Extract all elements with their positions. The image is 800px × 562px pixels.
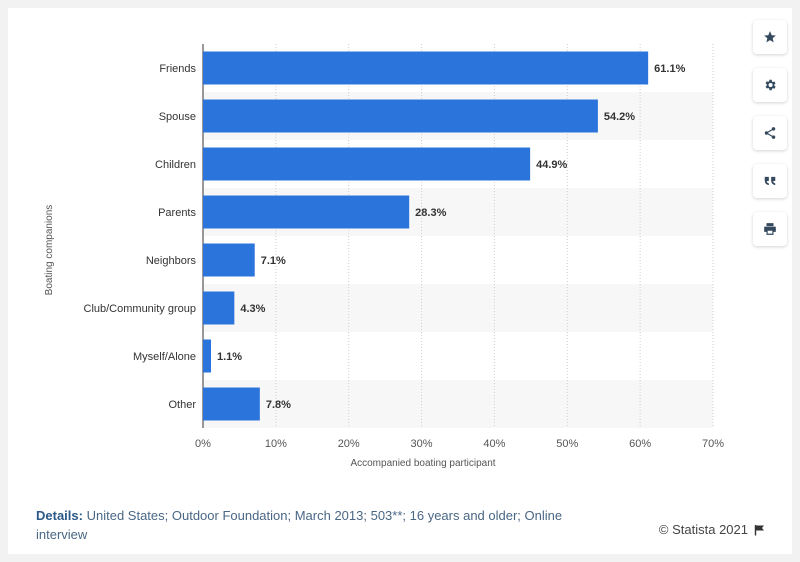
share-icon <box>764 127 776 139</box>
row-band <box>203 380 713 428</box>
category-label: Other <box>168 399 196 411</box>
data-label: 1.1% <box>217 351 242 363</box>
quote-icon <box>764 176 776 186</box>
bar <box>203 147 531 181</box>
data-label: 54.2% <box>604 111 635 123</box>
star-icon <box>764 31 776 43</box>
bar <box>203 243 255 277</box>
copyright-text: © Statista 2021 <box>658 522 748 537</box>
bar <box>203 339 212 373</box>
details-text: Details: United States; Outdoor Foundati… <box>36 506 576 544</box>
details-label: Details: <box>36 508 83 523</box>
bar <box>203 195 410 229</box>
bar <box>203 291 235 325</box>
flag-icon <box>754 524 764 535</box>
category-label: Spouse <box>159 111 196 123</box>
category-label: Myself/Alone <box>133 351 196 363</box>
bar <box>203 99 598 133</box>
x-tick-label: 50% <box>556 438 578 450</box>
data-label: 44.9% <box>536 159 567 171</box>
print-button[interactable] <box>753 212 787 246</box>
x-axis-title: Accompanied boating participant <box>350 458 495 469</box>
y-axis-title: Boating companions <box>44 205 55 296</box>
category-label: Neighbors <box>146 255 197 267</box>
x-tick-label: 0% <box>195 438 211 450</box>
settings-button[interactable] <box>753 68 787 102</box>
details-body: United States; Outdoor Foundation; March… <box>36 508 563 542</box>
print-icon <box>764 223 776 235</box>
x-tick-label: 30% <box>411 438 433 450</box>
data-label: 7.8% <box>266 399 291 411</box>
x-tick-label: 60% <box>629 438 651 450</box>
row-band <box>203 284 713 332</box>
chart-card: 0% 10% 20% 30% 40% 50% 60% 70% Friends 61.1% Spous… <box>8 8 792 554</box>
cite-button[interactable] <box>753 164 787 198</box>
share-button[interactable] <box>753 116 787 150</box>
x-tick-label: 10% <box>265 438 287 450</box>
data-label: 7.1% <box>261 255 286 267</box>
bar-chart: 0% 10% 20% 30% 40% 50% 60% 70% Friends 61.1% Spous… <box>44 44 724 469</box>
category-label: Club/Community group <box>84 303 197 315</box>
data-label: 61.1% <box>654 63 685 75</box>
gear-icon <box>765 79 776 91</box>
favorite-button[interactable] <box>753 20 787 54</box>
x-tick-label: 40% <box>483 438 505 450</box>
x-tick-label: 20% <box>338 438 360 450</box>
data-label: 28.3% <box>415 207 446 219</box>
x-tick-label: 70% <box>702 438 724 450</box>
bar <box>203 387 260 421</box>
category-label: Friends <box>159 63 196 75</box>
bar <box>203 51 649 85</box>
copyright[interactable]: © Statista 2021 <box>659 522 766 537</box>
data-label: 4.3% <box>240 303 265 315</box>
category-label: Parents <box>158 207 196 219</box>
category-label: Children <box>155 159 196 171</box>
